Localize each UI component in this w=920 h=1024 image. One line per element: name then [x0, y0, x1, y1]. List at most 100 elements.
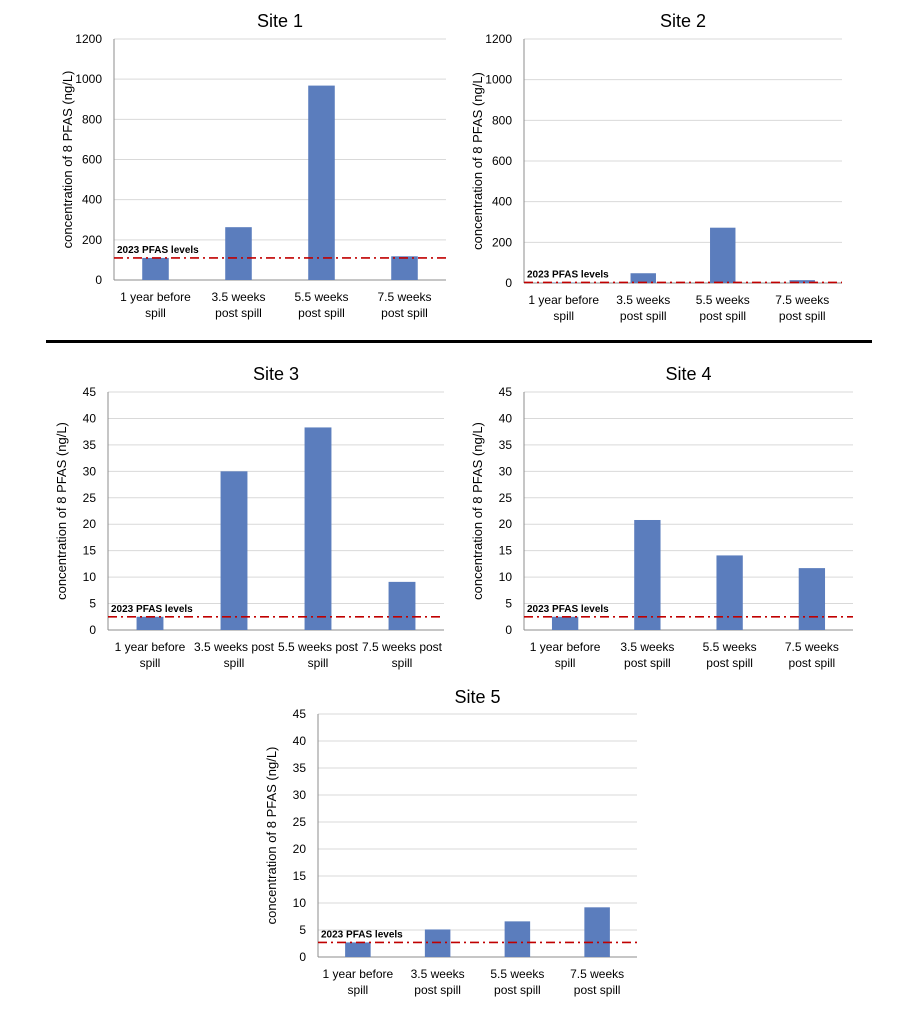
bar [798, 568, 826, 630]
bar [634, 519, 661, 630]
bar [391, 256, 418, 280]
x-tick-label: 3.5 weeks post spill [194, 640, 275, 670]
x-tick-label-line: 1 year before [115, 640, 186, 654]
y-axis-label: concentration of 8 PFAS (ng/L) [60, 71, 75, 249]
x-tick-label-line: 5.5 weeks [696, 293, 750, 307]
x-tick-label-line: post spill [414, 983, 461, 997]
y-axis-label: concentration of 8 PFAS (ng/L) [470, 422, 485, 600]
reference-label: 2023 PFAS levels [117, 245, 199, 256]
x-tick-label: 7.5 weeks post spill [785, 640, 839, 670]
chart-svg: Site 4 0 5 10 15 20 25 30 35 40 45 concentration of… [470, 364, 853, 670]
x-tick-label: 5.5 weeks post spill [490, 967, 544, 997]
x-tick-label-line: post spill [620, 309, 667, 323]
bar [424, 929, 451, 957]
x-tick-label-line: post spill [699, 309, 746, 323]
reference-label: 2023 PFAS levels [527, 604, 609, 615]
chart-svg: Site 5 0 5 10 15 20 25 30 35 40 45 concentration of… [264, 687, 637, 997]
y-tick-label: 5 [89, 597, 96, 611]
reference-label: 2023 PFAS levels [527, 269, 609, 280]
y-tick-label: 800 [492, 113, 512, 127]
x-tick-label: 3.5 weeks post spill [620, 640, 674, 670]
x-tick-label-line: spill [392, 656, 413, 670]
bar [142, 257, 169, 280]
chart-site-3: Site 3 0 5 10 15 20 25 30 35 40 45 concentration of… [0, 355, 460, 680]
chart-title: Site 2 [660, 11, 706, 31]
bar [630, 273, 656, 283]
chart-site-5: Site 5 0 5 10 15 20 25 30 35 40 45 concentration of… [230, 680, 690, 1010]
section-divider [46, 340, 872, 343]
y-tick-label: 1200 [485, 32, 512, 46]
x-tick-label-line: 7.5 weeks post [362, 640, 443, 654]
x-tick-label-line: 1 year before [323, 967, 394, 981]
bar [710, 227, 736, 283]
y-tick-label: 40 [499, 411, 513, 425]
x-tick-label-line: 5.5 weeks [703, 640, 757, 654]
bar [136, 616, 164, 630]
y-tick-label: 1000 [75, 72, 102, 86]
x-tick-label-line: 5.5 weeks [294, 290, 348, 304]
y-tick-label: 30 [293, 788, 307, 802]
y-tick-label: 1200 [75, 32, 102, 46]
x-tick-label-line: post spill [215, 306, 262, 320]
x-tick-label-line: spill [553, 309, 574, 323]
x-tick-label-line: 7.5 weeks [785, 640, 839, 654]
x-tick-label-line: 3.5 weeks [616, 293, 670, 307]
x-tick-label: 1 year before spill [323, 967, 394, 997]
x-tick-label-line: spill [348, 983, 369, 997]
y-tick-label: 25 [293, 815, 307, 829]
x-tick-label-line: spill [308, 656, 329, 670]
x-tick-label: 5.5 weeks post spill [696, 293, 750, 323]
chart-title: Site 4 [665, 364, 711, 384]
x-tick-label: 3.5 weeks post spill [411, 967, 465, 997]
x-tick-label-line: 3.5 weeks post [194, 640, 275, 654]
y-tick-label: 35 [499, 438, 513, 452]
x-tick-label: 3.5 weeks post spill [616, 293, 670, 323]
bar [345, 942, 371, 957]
y-tick-label: 0 [505, 276, 512, 290]
y-tick-label: 200 [82, 233, 102, 247]
y-tick-label: 30 [499, 464, 513, 478]
y-tick-label: 5 [505, 597, 512, 611]
x-tick-label-line: 5.5 weeks post [278, 640, 359, 654]
chart-svg: Site 3 0 5 10 15 20 25 30 35 40 45 concentration of… [54, 364, 444, 670]
x-tick-label: 5.5 weeks post spill [294, 290, 348, 320]
chart-svg: Site 1 0 200 400 600 800 1000 1200 concentration… [60, 11, 446, 320]
y-tick-label: 10 [293, 896, 307, 910]
y-tick-label: 0 [89, 623, 96, 637]
y-tick-label: 25 [499, 491, 513, 505]
y-tick-label: 20 [293, 842, 307, 856]
x-tick-label-line: 7.5 weeks [775, 293, 829, 307]
y-tick-label: 45 [83, 385, 97, 399]
y-axis-label: concentration of 8 PFAS (ng/L) [264, 747, 279, 925]
y-tick-label: 20 [499, 517, 513, 531]
chart-site-1: Site 1 0 200 400 600 800 1000 1200 concentration… [0, 0, 460, 340]
y-tick-label: 200 [492, 235, 512, 249]
x-tick-label-line: post spill [706, 656, 753, 670]
x-tick-label-line: post spill [298, 306, 345, 320]
y-tick-label: 45 [499, 385, 513, 399]
x-tick-label-line: spill [140, 656, 161, 670]
chart-title: Site 5 [454, 687, 500, 707]
x-tick-label-line: 3.5 weeks [411, 967, 465, 981]
y-axis-label: concentration of 8 PFAS (ng/L) [54, 422, 69, 600]
x-tick-label: 5.5 weeks post spill [703, 640, 757, 670]
y-tick-label: 30 [83, 464, 97, 478]
x-tick-label: 1 year before spill [530, 640, 601, 670]
x-tick-label-line: 3.5 weeks [211, 290, 265, 304]
x-tick-label-line: 3.5 weeks [620, 640, 674, 654]
chart-site-4: Site 4 0 5 10 15 20 25 30 35 40 45 concentration of… [460, 355, 920, 680]
y-tick-label: 40 [83, 411, 97, 425]
x-tick-label-line: post spill [779, 309, 826, 323]
x-tick-label: 1 year before spill [528, 293, 599, 323]
x-tick-label: 7.5 weeks post spill [570, 967, 624, 997]
reference-label: 2023 PFAS levels [111, 604, 193, 615]
y-tick-label: 10 [499, 570, 513, 584]
x-tick-label-line: post spill [574, 983, 621, 997]
y-tick-label: 1000 [485, 73, 512, 87]
x-tick-label-line: post spill [789, 656, 836, 670]
y-tick-label: 400 [492, 195, 512, 209]
bar [584, 907, 610, 957]
bar [551, 616, 579, 630]
y-tick-label: 400 [82, 193, 102, 207]
y-tick-label: 35 [83, 438, 97, 452]
